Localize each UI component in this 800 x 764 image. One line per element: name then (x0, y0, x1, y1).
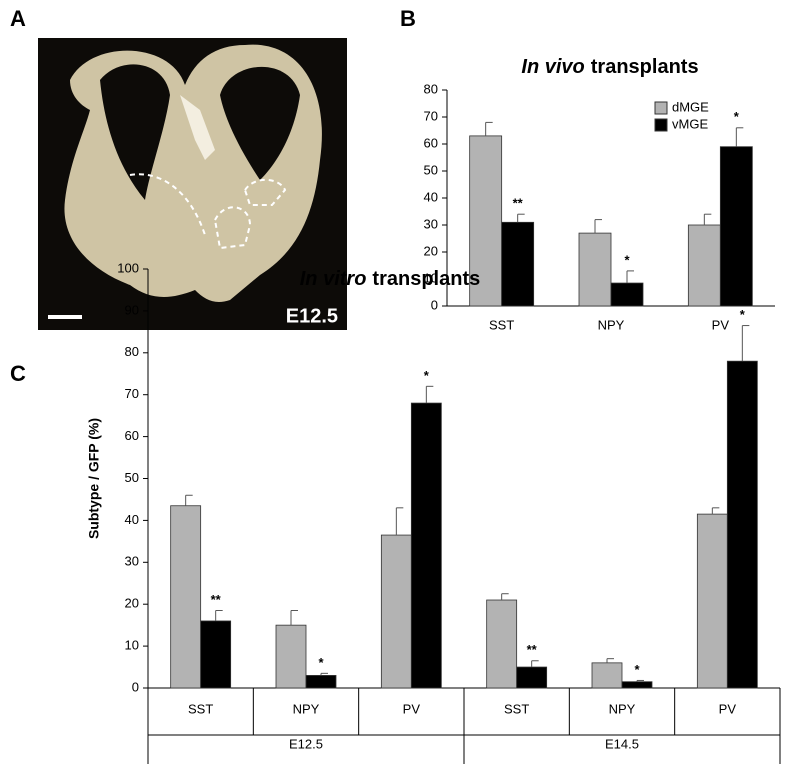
bar (486, 599, 518, 689)
bar (578, 232, 612, 307)
significance: ** (211, 592, 222, 607)
y-tick-label: 60 (125, 428, 139, 443)
significance: * (740, 307, 746, 322)
y-tick-label: 100 (117, 260, 139, 275)
bar (501, 221, 535, 307)
bar (719, 146, 753, 307)
bar (687, 224, 721, 307)
x-tick-label: NPY (598, 317, 625, 332)
group-label: E12.5 (289, 736, 323, 751)
y-tick-label: 60 (424, 135, 438, 150)
error-bar (395, 507, 404, 536)
bar (305, 675, 337, 689)
y-tick-label: 80 (125, 344, 139, 359)
bar (410, 402, 442, 689)
significance: * (424, 368, 430, 383)
bar (696, 513, 728, 689)
y-axis-label: Subtype / GFP (%) (86, 418, 102, 539)
y-tick-label: 80 (424, 81, 438, 96)
y-tick-label: 50 (424, 162, 438, 177)
x-tick-label: PV (712, 317, 730, 332)
error-bar (606, 658, 614, 663)
x-tick-label: PV (719, 701, 737, 716)
y-tick-label: 50 (125, 470, 139, 485)
error-bar (531, 660, 539, 668)
group-label: E14.5 (605, 736, 639, 751)
image-label: E12.5 (286, 305, 338, 327)
y-tick-label: 20 (125, 596, 139, 611)
y-tick-label: 90 (125, 302, 139, 317)
legend-swatch (654, 118, 668, 132)
y-tick-label: 0 (132, 679, 139, 694)
error-bar (517, 213, 525, 223)
error-bar (711, 507, 720, 515)
bar (610, 282, 644, 307)
error-bar (425, 385, 434, 404)
y-tick-label: 40 (424, 189, 438, 204)
significance: * (624, 252, 630, 267)
error-bar (185, 494, 193, 506)
error-bar (636, 679, 644, 682)
y-tick-label: 20 (424, 243, 438, 258)
bar (170, 505, 202, 689)
bar (380, 534, 412, 689)
x-tick-label: SST (489, 317, 514, 332)
bar (726, 360, 758, 689)
error-bar (501, 593, 509, 601)
x-tick-label: NPY (609, 701, 636, 716)
panel-letter: B (400, 6, 416, 31)
title-text: transplants (372, 268, 480, 290)
title-text: transplants (591, 56, 699, 78)
x-tick-label: PV (403, 701, 421, 716)
error-bar (320, 672, 328, 676)
bar (516, 666, 548, 689)
legend-swatch (654, 101, 668, 115)
error-bar (626, 270, 634, 284)
title-italic: In vivo (521, 56, 584, 78)
bar (469, 135, 503, 307)
bar (591, 662, 623, 689)
x-tick-label: NPY (293, 701, 320, 716)
y-tick-label: 0 (431, 297, 438, 312)
chart-title: In vivo transplants (521, 56, 698, 78)
y-tick-label: 30 (125, 554, 139, 569)
panel-letter: A (10, 6, 26, 31)
significance: * (318, 655, 324, 670)
bar (200, 620, 232, 689)
title-italic: In vitro (300, 268, 367, 290)
micrograph: E12.5 (38, 38, 347, 330)
chart-title: In vitro transplants (300, 268, 480, 290)
error-bar (485, 121, 493, 136)
y-tick-label: 10 (424, 270, 438, 285)
error-bar (215, 609, 223, 621)
y-tick-label: 30 (424, 216, 438, 231)
error-bar (741, 325, 750, 362)
y-tick-label: 40 (125, 512, 139, 527)
significance: * (734, 109, 740, 124)
error-bar (735, 127, 744, 147)
bar (275, 624, 307, 689)
legend-label: dMGE (672, 99, 709, 114)
error-bar (594, 219, 602, 234)
bar (621, 681, 653, 689)
y-tick-label: 70 (125, 386, 139, 401)
error-bar (290, 609, 298, 626)
legend-label: vMGE (672, 116, 708, 131)
significance: * (634, 662, 640, 677)
y-tick-label: 70 (424, 108, 438, 123)
x-tick-label: SST (504, 701, 529, 716)
significance: ** (513, 196, 524, 211)
y-tick-label: 10 (125, 638, 139, 653)
error-bar (703, 213, 712, 225)
x-tick-label: SST (188, 701, 213, 716)
significance: ** (527, 642, 538, 657)
panel-letter: C (10, 361, 26, 386)
